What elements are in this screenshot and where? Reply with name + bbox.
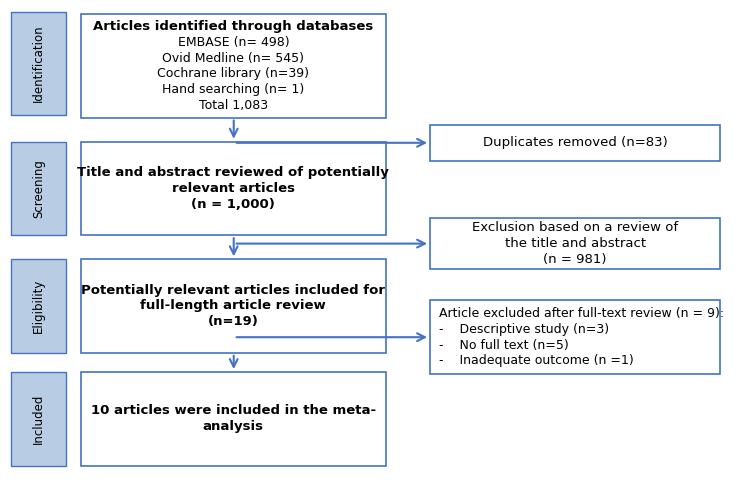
FancyBboxPatch shape: [81, 259, 386, 353]
Text: Hand searching (n= 1): Hand searching (n= 1): [162, 83, 304, 96]
FancyBboxPatch shape: [11, 12, 66, 115]
Text: Exclusion based on a review of: Exclusion based on a review of: [472, 221, 678, 234]
FancyBboxPatch shape: [11, 259, 66, 353]
Text: Included: Included: [32, 394, 45, 444]
Text: Identification: Identification: [32, 25, 45, 102]
Text: -    No full text (n=5): - No full text (n=5): [439, 338, 569, 352]
FancyBboxPatch shape: [11, 372, 66, 466]
Text: -    Descriptive study (n=3): - Descriptive study (n=3): [439, 323, 609, 336]
Text: EMBASE (n= 498): EMBASE (n= 498): [178, 36, 289, 49]
FancyBboxPatch shape: [430, 218, 720, 269]
Text: Article excluded after full-text review (n = 9):: Article excluded after full-text review …: [439, 307, 724, 320]
Text: 10 articles were included in the meta-: 10 articles were included in the meta-: [91, 404, 376, 418]
Text: Duplicates removed (n=83): Duplicates removed (n=83): [483, 136, 667, 149]
Text: the title and abstract: the title and abstract: [504, 237, 646, 250]
FancyBboxPatch shape: [430, 300, 720, 374]
Text: (n=19): (n=19): [208, 315, 259, 328]
Text: Screening: Screening: [32, 159, 45, 218]
Text: relevant articles: relevant articles: [172, 182, 295, 195]
Text: Potentially relevant articles included for: Potentially relevant articles included f…: [82, 284, 385, 297]
Text: Title and abstract reviewed of potentially: Title and abstract reviewed of potential…: [77, 166, 390, 179]
Text: Eligibility: Eligibility: [32, 279, 45, 333]
Text: (n = 981): (n = 981): [543, 253, 607, 266]
Text: Cochrane library (n=39): Cochrane library (n=39): [157, 67, 309, 81]
Text: -    Inadequate outcome (n =1): - Inadequate outcome (n =1): [439, 354, 634, 368]
FancyBboxPatch shape: [81, 142, 386, 235]
FancyBboxPatch shape: [430, 125, 720, 161]
Text: Articles identified through databases: Articles identified through databases: [93, 20, 373, 33]
Text: (n = 1,000): (n = 1,000): [191, 198, 276, 211]
FancyBboxPatch shape: [11, 142, 66, 235]
Text: analysis: analysis: [203, 420, 264, 433]
Text: full-length article review: full-length article review: [140, 300, 326, 312]
FancyBboxPatch shape: [81, 14, 386, 118]
Text: Ovid Medline (n= 545): Ovid Medline (n= 545): [162, 51, 304, 65]
Text: Total 1,083: Total 1,083: [198, 99, 268, 112]
FancyBboxPatch shape: [81, 372, 386, 466]
